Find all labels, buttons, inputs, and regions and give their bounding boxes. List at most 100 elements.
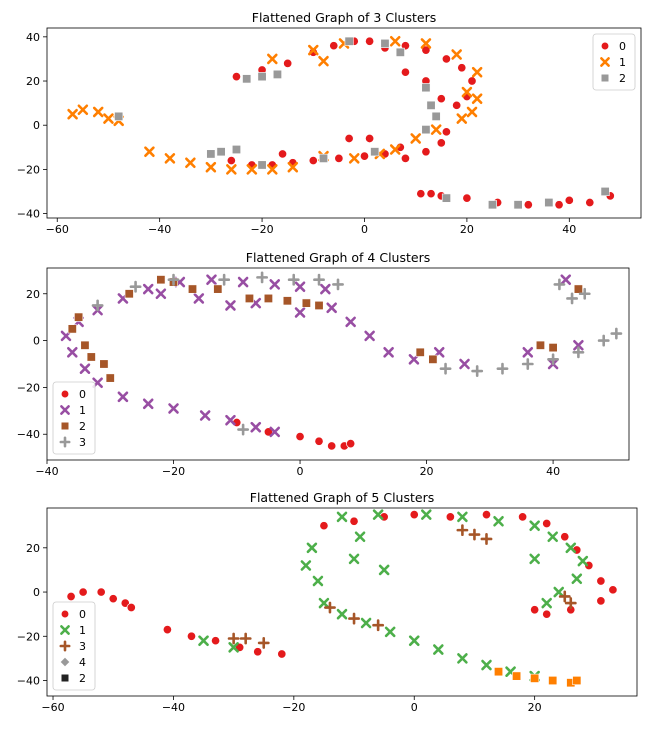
- data-point: [544, 198, 554, 208]
- y-tick-label: −20: [17, 630, 40, 643]
- y-tick-label: 0: [33, 119, 40, 132]
- y-tick-label: 20: [26, 75, 40, 88]
- legend-marker: [60, 421, 70, 431]
- data-point: [468, 528, 481, 541]
- data-point: [461, 86, 473, 98]
- data-point: [481, 510, 492, 520]
- data-point: [541, 597, 552, 609]
- data-point: [400, 153, 410, 163]
- data-point: [420, 38, 432, 49]
- data-point: [380, 38, 390, 48]
- x-tick-label: 0: [297, 465, 304, 478]
- legend-marker: [60, 405, 70, 415]
- data-point: [277, 649, 287, 659]
- legend-label: 0: [79, 608, 86, 621]
- data-point: [421, 125, 431, 135]
- data-point: [267, 53, 278, 65]
- data-point: [428, 354, 438, 364]
- data-point: [494, 667, 504, 677]
- data-point: [364, 330, 375, 342]
- data-point: [269, 279, 281, 290]
- data-point: [430, 124, 442, 135]
- data-point: [522, 347, 534, 358]
- legend-label: 4: [79, 656, 86, 669]
- data-point: [105, 373, 115, 383]
- data-point: [74, 312, 84, 322]
- data-point: [349, 516, 359, 526]
- data-point: [560, 274, 572, 285]
- data-point: [597, 334, 610, 347]
- y-tick-label: −40: [17, 208, 40, 221]
- data-point: [542, 609, 552, 619]
- data-point: [334, 153, 344, 163]
- data-point: [348, 553, 360, 565]
- data-point: [142, 398, 154, 410]
- x-tick-label: 0: [411, 701, 418, 714]
- data-point: [420, 509, 432, 520]
- data-point: [360, 617, 372, 629]
- y-tick-label: −20: [17, 381, 40, 394]
- data-point: [199, 410, 211, 421]
- legend-marker: [60, 609, 70, 619]
- y-tick-label: −40: [17, 675, 40, 688]
- chart-panel-2: Flattened Graph of 4 Clusters−40 −20 0 20 40…: [17, 250, 630, 478]
- data-point: [108, 594, 118, 604]
- data-point: [348, 153, 360, 164]
- plot-area: [46, 267, 630, 461]
- data-point: [86, 352, 96, 362]
- data-point: [332, 278, 344, 291]
- legend-box: [52, 381, 96, 455]
- data-point: [409, 510, 419, 520]
- data-point: [156, 275, 166, 285]
- data-point: [300, 560, 312, 571]
- data-point: [213, 284, 223, 294]
- legend-label: 2: [619, 72, 626, 85]
- data-point: [329, 41, 339, 51]
- x-tick-label: 20: [420, 465, 434, 478]
- data-point: [120, 598, 130, 608]
- data-point: [496, 362, 509, 375]
- data-point: [400, 41, 410, 51]
- data-point: [389, 35, 401, 47]
- data-point: [457, 511, 468, 523]
- legend-marker: [60, 625, 70, 635]
- series-0: [66, 510, 618, 659]
- data-point: [237, 276, 249, 288]
- data-point: [471, 66, 483, 78]
- data-point: [416, 189, 426, 199]
- data-point: [237, 423, 250, 436]
- data-point: [439, 362, 452, 375]
- data-point: [319, 521, 329, 531]
- data-point: [359, 151, 370, 161]
- data-point: [451, 49, 462, 60]
- data-point: [227, 632, 240, 645]
- data-point: [308, 156, 318, 166]
- data-point: [114, 111, 124, 121]
- data-point: [67, 324, 77, 334]
- data-points: [67, 35, 615, 210]
- y-tick-label: 20: [26, 288, 40, 301]
- data-point: [206, 274, 217, 285]
- data-point: [487, 200, 497, 210]
- data-point: [168, 403, 179, 414]
- data-point: [164, 153, 176, 164]
- data-point: [421, 83, 431, 93]
- data-point: [572, 676, 582, 686]
- data-point: [142, 283, 154, 295]
- data-point: [426, 100, 436, 110]
- data-point: [79, 363, 91, 374]
- data-point: [467, 76, 477, 86]
- data-point: [389, 144, 401, 155]
- data-point: [529, 520, 540, 531]
- data-point: [267, 164, 278, 175]
- data-point: [431, 111, 441, 121]
- y-tick-label: 40: [26, 31, 40, 44]
- data-point: [384, 626, 396, 638]
- data-point: [456, 524, 469, 537]
- data-point: [452, 100, 462, 110]
- data-point: [313, 273, 325, 286]
- data-point: [228, 642, 239, 653]
- data-point: [513, 200, 523, 210]
- data-point: [421, 147, 431, 157]
